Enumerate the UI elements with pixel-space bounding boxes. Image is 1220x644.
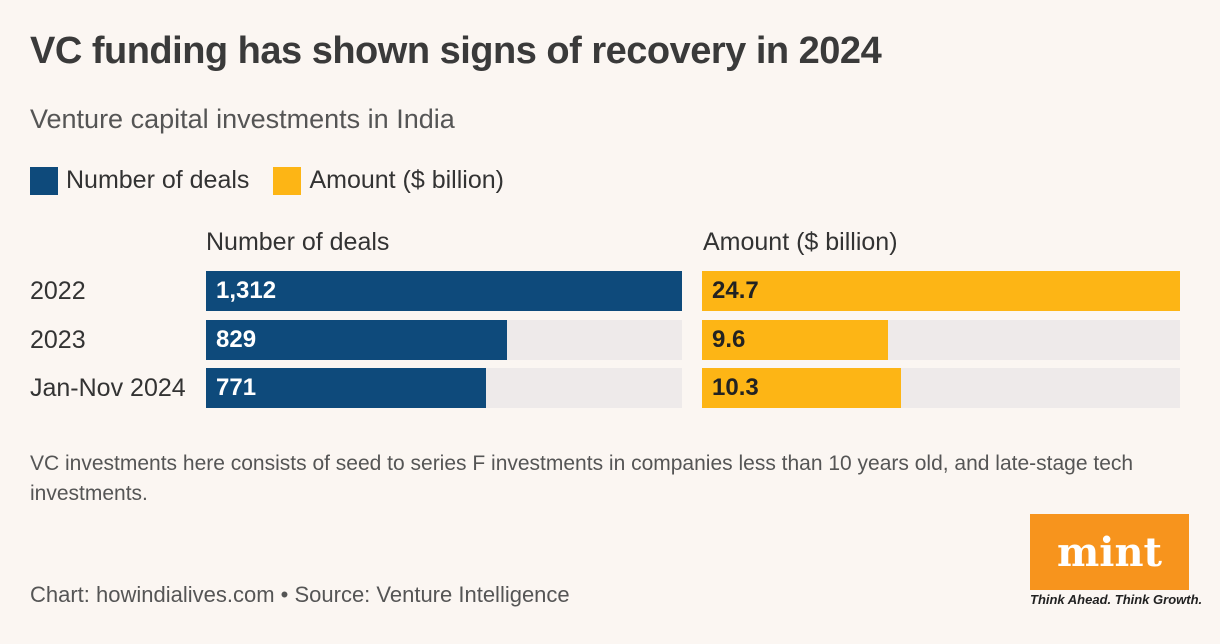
bar-track-deals: 1,312 (206, 271, 682, 311)
legend-swatch-deals (30, 166, 58, 195)
category-label: 2023 (30, 326, 86, 354)
bar-deals (206, 320, 507, 360)
category-label: 2022 (30, 277, 86, 305)
panel-heading-deals: Number of deals (206, 228, 390, 256)
bar-value-label-deals: 1,312 (216, 277, 277, 304)
category-label: Jan-Nov 2024 (30, 374, 186, 402)
bar-track-amount: 24.7 (702, 271, 1180, 311)
chart-note: VC investments here consists of seed to … (30, 452, 1134, 505)
logo-tagline: Think Ahead. Think Growth. (1030, 592, 1203, 607)
legend-label-deals: Number of deals (66, 166, 250, 194)
logo-text: mint (1056, 528, 1163, 576)
bar-amount (702, 271, 1180, 311)
legend-swatch-amount (273, 166, 302, 195)
bar-track-amount: 9.6 (702, 320, 1180, 360)
panel-heading-amount: Amount ($ billion) (703, 228, 898, 256)
bar-value-label-deals: 829 (216, 326, 257, 353)
legend-label-amount: Amount ($ billion) (309, 166, 504, 194)
legend-item-deals: Number of deals (30, 166, 249, 195)
bar-value-label-amount: 10.3 (712, 374, 759, 401)
bar-value-label-amount: 24.7 (712, 277, 759, 304)
bar-value-label-amount: 9.6 (712, 326, 746, 353)
bar-track-deals: 771 (206, 368, 682, 408)
chart-subtitle: Venture capital investments in India (30, 104, 455, 134)
bar-track-deals: 829 (206, 320, 682, 360)
bar-deals (206, 271, 682, 311)
legend-item-amount: Amount ($ billion) (273, 166, 504, 195)
bar-amount (702, 320, 888, 360)
bar-amount (702, 368, 902, 408)
bar-value-label-deals: 771 (216, 374, 257, 401)
mint-logo: mint (1030, 514, 1189, 590)
chart-source: Chart: howindialives.com • Source: Ventu… (30, 582, 570, 607)
bar-track-amount: 10.3 (702, 368, 1180, 408)
chart-title: VC funding has shown signs of recovery i… (30, 30, 882, 72)
bar-deals (206, 368, 486, 408)
legend: Number of deals Amount ($ billion) (30, 166, 528, 195)
